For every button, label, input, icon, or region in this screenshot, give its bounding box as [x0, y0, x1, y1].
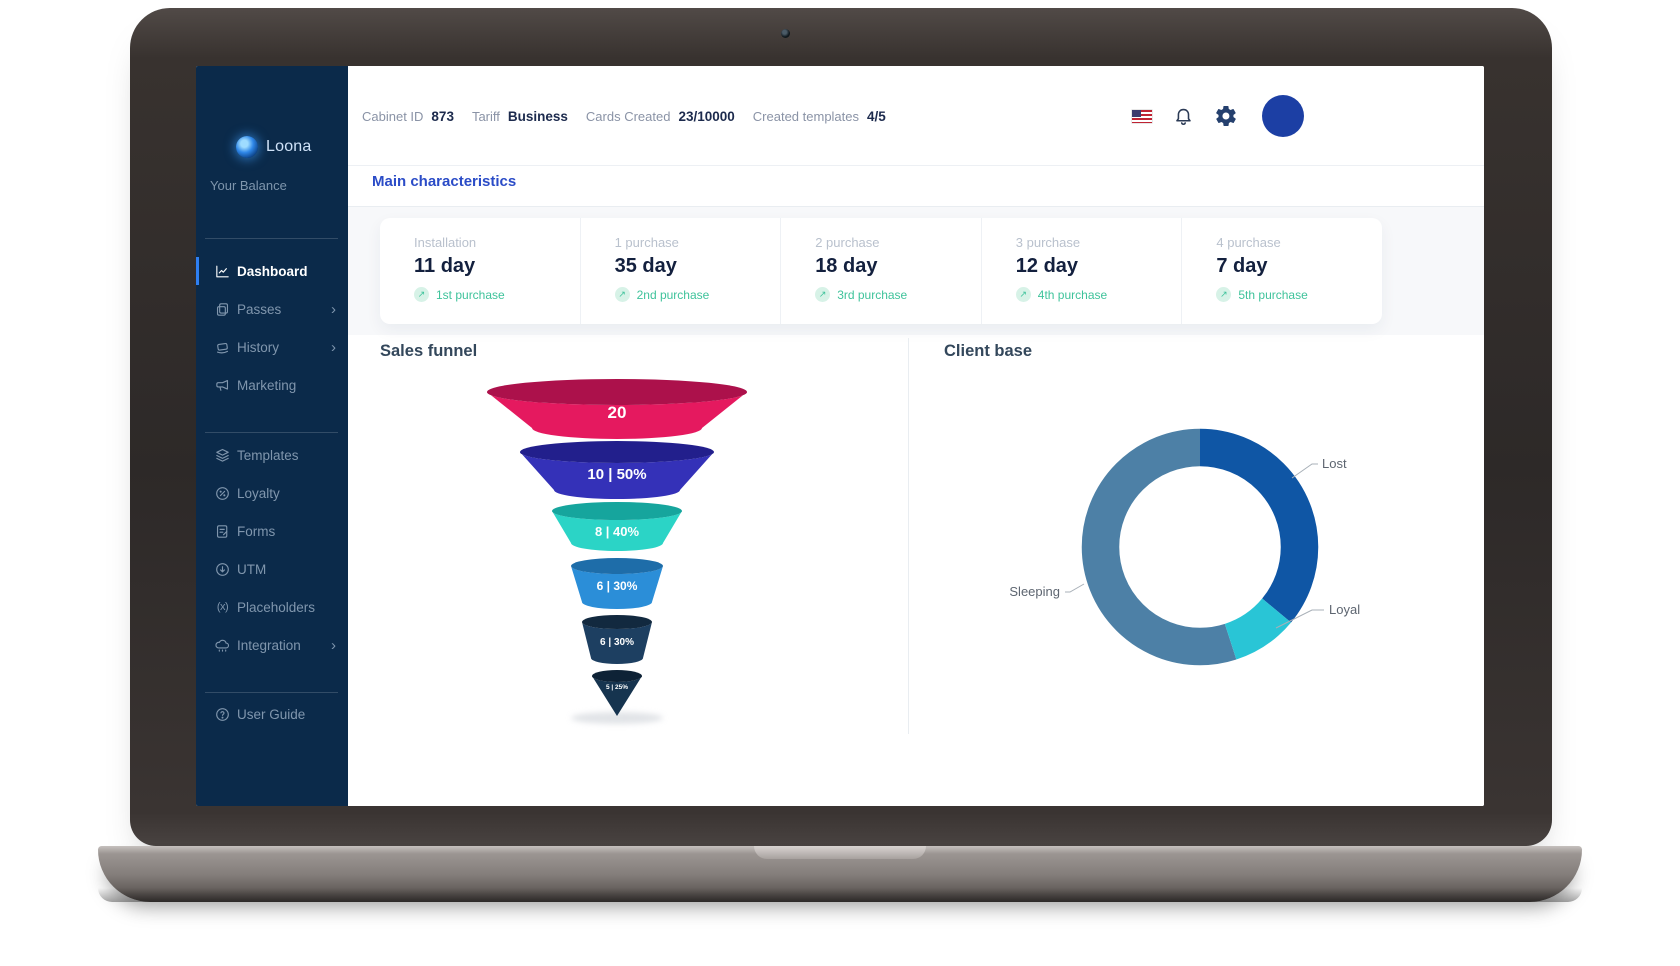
kpi-2-purchase: 2 purchase 18 day ↗ 3rd purchase [780, 218, 981, 324]
megaphone-icon [214, 377, 231, 394]
kpi-badge: ↗ 5th purchase [1216, 287, 1382, 302]
stat-tariff: Tariff Business [471, 108, 568, 124]
kpi-badge: ↗ 1st purchase [414, 287, 580, 302]
stat-cards-created: Cards Created 23/10000 [585, 108, 735, 124]
user-avatar[interactable] [1262, 95, 1304, 137]
sidebar-divider [205, 692, 338, 693]
donut-label-lost: Lost [1322, 456, 1347, 471]
chevron-right-icon: › [331, 300, 336, 318]
kpi-3-purchase: 3 purchase 12 day ↗ 4th purchase [980, 218, 1182, 324]
placeholder-x-icon: (x) [216, 601, 229, 613]
leader-line-sleeping [1065, 583, 1085, 593]
sidebar-item-utm[interactable]: UTM [196, 550, 348, 588]
client-base-title: Client base [944, 342, 1033, 360]
sidebar-menu-primary: Dashboard Passes › History [196, 252, 348, 404]
leader-line-lost [1291, 463, 1318, 479]
section-divider [348, 206, 1484, 207]
sales-funnel-title: Sales funnel [380, 342, 478, 360]
topbar: Cabinet ID 873 Tariff Business Cards Cre… [348, 66, 1484, 166]
language-flag-us-icon[interactable] [1132, 109, 1152, 123]
trend-up-icon: ↗ [1015, 287, 1031, 302]
leader-line-loyal [1275, 609, 1324, 629]
funnel-shadow [571, 712, 663, 724]
svg-text:6 | 30%: 6 | 30% [597, 579, 638, 593]
kpi-badge: ↗ 4th purchase [1015, 287, 1182, 302]
laptop-bezel: Loona Your Balance Dashboard [130, 8, 1552, 846]
sidebar-item-user-guide[interactable]: User Guide [196, 695, 348, 733]
sidebar-item-templates[interactable]: Templates [196, 436, 348, 474]
sidebar-menu-secondary: Templates Loyalty Forms [196, 436, 348, 664]
funnel-segment: 8 | 40% [552, 502, 682, 551]
svg-text:10 | 50%: 10 | 50% [587, 466, 646, 483]
svg-text:20: 20 [608, 403, 627, 422]
kpi-1-purchase: 1 purchase 35 day ↗ 2nd purchase [579, 218, 781, 324]
svg-text:8 | 40%: 8 | 40% [595, 524, 640, 539]
form-icon [214, 523, 231, 540]
sidebar-item-placeholders[interactable]: (x) Placeholders [196, 588, 348, 626]
stat-cabinet-id: Cabinet ID 873 [362, 108, 454, 124]
account-stats: Cabinet ID 873 Tariff Business Cards Cre… [362, 66, 904, 166]
layers-icon [214, 447, 231, 464]
kpi-card: Installation 11 day ↗ 1st purchase 1 pur… [380, 218, 1382, 324]
app-screen: Loona Your Balance Dashboard [196, 66, 1484, 806]
sidebar-item-passes[interactable]: Passes › [196, 290, 348, 328]
sales-funnel-chart: 20 10 | 50% 8 | 40% [487, 379, 747, 724]
notifications-bell-icon[interactable] [1172, 105, 1194, 127]
sidebar: Loona Your Balance Dashboard [196, 66, 348, 806]
line-chart-icon [214, 263, 231, 280]
sidebar-divider [205, 432, 338, 433]
chevron-right-icon: › [331, 338, 336, 356]
topbar-icons [1132, 66, 1238, 166]
arrow-down-circle-icon [214, 561, 231, 578]
percent-circle-icon [214, 485, 231, 502]
sidebar-item-marketing[interactable]: Marketing [196, 366, 348, 404]
funnel-segment: 20 [487, 379, 747, 439]
balance-label: Your Balance [210, 178, 287, 193]
funnel-segment: 10 | 50% [520, 441, 714, 499]
main-area: Cabinet ID 873 Tariff Business Cards Cre… [348, 66, 1484, 806]
laptop-notch [754, 846, 926, 859]
history-icon [214, 339, 231, 356]
stat-created-templates: Created templates 4/5 [752, 108, 886, 124]
funnel-segment: 6 | 30% [582, 615, 652, 664]
trend-up-icon: ↗ [414, 287, 429, 302]
cloud-icon [214, 637, 231, 654]
kpi-badge: ↗ 3rd purchase [815, 287, 981, 302]
donut-slice-lost [1081, 428, 1319, 666]
brand-name: Loona [266, 138, 312, 155]
passes-icon [214, 301, 231, 318]
loona-logo-icon [236, 136, 258, 158]
donut-label-sleeping: Sleeping [1009, 584, 1060, 599]
kpi-badge: ↗ 2nd purchase [614, 287, 781, 302]
client-base-chart: Lost Loyal Sleeping [1009, 428, 1360, 666]
webcam-dot [781, 29, 790, 38]
trend-up-icon: ↗ [815, 287, 831, 302]
panel-divider [908, 338, 909, 734]
sidebar-menu-footer: User Guide [196, 695, 348, 733]
kpi-installation: Installation 11 day ↗ 1st purchase [380, 218, 580, 324]
sidebar-item-integration[interactable]: Integration › [196, 626, 348, 664]
kpi-4-purchase: 4 purchase 7 day ↗ 5th purchase [1181, 218, 1382, 324]
donut-label-loyal: Loyal [1329, 602, 1360, 617]
trend-up-icon: ↗ [1216, 287, 1232, 302]
laptop-base [98, 846, 1582, 902]
sidebar-item-forms[interactable]: Forms [196, 512, 348, 550]
help-circle-icon [214, 706, 231, 723]
sidebar-item-loyalty[interactable]: Loyalty [196, 474, 348, 512]
settings-gear-icon[interactable] [1214, 104, 1238, 128]
chevron-right-icon: › [331, 636, 336, 654]
funnel-segment: 5 | 25% [592, 670, 642, 716]
svg-text:5 | 25%: 5 | 25% [606, 684, 628, 691]
sidebar-divider [205, 238, 338, 239]
section-tab-main-characteristics[interactable]: Main characteristics [372, 173, 517, 190]
svg-text:6 | 30%: 6 | 30% [600, 637, 634, 648]
funnel-segment: 6 | 30% [571, 558, 663, 609]
brand[interactable]: Loona [196, 132, 348, 162]
sidebar-item-history[interactable]: History › [196, 328, 348, 366]
sidebar-item-dashboard[interactable]: Dashboard [196, 252, 348, 290]
trend-up-icon: ↗ [614, 287, 630, 302]
